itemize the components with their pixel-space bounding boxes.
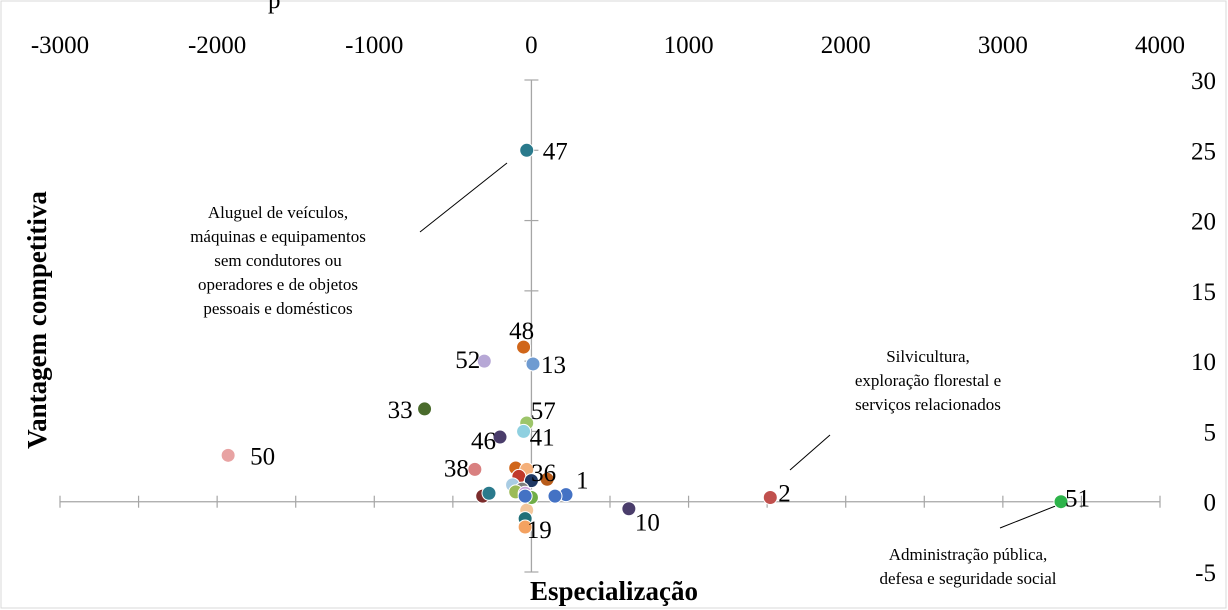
y-tick-label: 0 xyxy=(1204,490,1217,517)
point-label-57: 57 xyxy=(531,398,556,425)
annotation-line: exploração florestal e xyxy=(855,371,1001,390)
data-point-47 xyxy=(519,142,535,158)
axes xyxy=(59,79,1161,573)
annotation-line: serviços relacionados xyxy=(855,395,1001,414)
data-point-33 xyxy=(417,401,433,417)
data-point xyxy=(517,488,533,504)
y-tick-label: 25 xyxy=(1191,138,1216,165)
x-axis-title: Especialização xyxy=(530,576,698,606)
annotation-leader xyxy=(789,434,831,471)
point-label-33: 33 xyxy=(388,397,413,424)
annotation-text: Aluguel de veículos, máquinas e equipamen… xyxy=(190,203,366,318)
point-label-13: 13 xyxy=(541,352,566,379)
data-point xyxy=(547,488,563,504)
x-tick-label: 4000 xyxy=(1135,32,1185,59)
data-points xyxy=(220,142,1069,535)
data-point-50 xyxy=(220,447,236,463)
y-tick-labels: 30 25 20 15 10 5 0 -5 xyxy=(1191,68,1216,587)
annotation-text: Administração pública, defesa e seguridad… xyxy=(880,545,1057,588)
annotation-text: Silvicultura, exploração florestal e servi… xyxy=(855,347,1001,414)
annotation-leader xyxy=(999,504,1059,529)
data-point-46 xyxy=(492,429,508,445)
data-point-38 xyxy=(467,461,483,477)
point-label-47: 47 xyxy=(543,138,568,165)
annotation-line: Administração pública, xyxy=(889,545,1048,564)
point-label-50: 50 xyxy=(250,443,275,470)
x-tick-labels: -3000 -2000 -1000 0 1000 2000 3000 4000 xyxy=(31,32,1185,59)
point-label-51: 51 xyxy=(1065,486,1090,513)
point-label-10: 10 xyxy=(635,510,660,537)
data-point-48 xyxy=(516,339,532,355)
data-point-51 xyxy=(1053,494,1069,510)
data-point-52 xyxy=(476,353,492,369)
x-tick-label: 3000 xyxy=(978,32,1028,59)
y-tick-label: -5 xyxy=(1195,560,1216,587)
point-label-52: 52 xyxy=(455,347,480,374)
annotation-line: Aluguel de veículos, xyxy=(208,203,348,222)
data-point xyxy=(481,485,497,501)
data-point xyxy=(523,473,539,489)
x-tick-label: -2000 xyxy=(188,32,246,59)
point-label-1: 1 xyxy=(576,468,589,495)
point-label-19: 19 xyxy=(527,517,552,544)
y-tick-label: 15 xyxy=(1191,279,1216,306)
annotation-line: defesa e seguridade social xyxy=(880,569,1057,588)
x-tick-label: -1000 xyxy=(345,32,403,59)
annotation-line: pessoais e domésticos xyxy=(203,299,352,318)
point-label-48: 48 xyxy=(509,318,534,345)
x-tick-label: 1000 xyxy=(664,32,714,59)
x-tick-label: 0 xyxy=(525,32,538,59)
annotation-line: máquinas e equipamentos xyxy=(190,227,366,246)
annotation-leader xyxy=(419,162,508,233)
point-label-36: 36 xyxy=(531,460,556,487)
top-clipped-text: p xyxy=(268,0,281,14)
y-tick-label: 30 xyxy=(1191,68,1216,95)
data-point-41 xyxy=(516,423,532,439)
y-tick-label: 10 xyxy=(1191,349,1216,376)
point-label-38: 38 xyxy=(444,455,469,482)
point-label-46: 46 xyxy=(471,428,496,455)
data-point xyxy=(517,519,533,535)
y-tick-label: 20 xyxy=(1191,209,1216,236)
annotation-texts: Aluguel de veículos, máquinas e equipamen… xyxy=(190,203,1057,588)
point-label-41: 41 xyxy=(530,424,555,451)
data-point-10 xyxy=(621,501,637,517)
y-tick-label: 5 xyxy=(1204,419,1217,446)
point-label-2: 2 xyxy=(778,480,791,507)
annotation-line: sem condutores ou xyxy=(214,251,342,270)
data-point-2 xyxy=(762,489,778,505)
x-tick-label: -3000 xyxy=(31,32,89,59)
y-axis-title: Vantagem competitiva xyxy=(22,191,52,449)
annotation-leader-lines xyxy=(419,162,1059,529)
annotation-line: operadores e de objetos xyxy=(198,275,358,294)
data-point-36 xyxy=(539,471,555,487)
annotation-line: Silvicultura, xyxy=(886,347,970,366)
data-point-13 xyxy=(525,356,541,372)
x-tick-label: 2000 xyxy=(821,32,871,59)
